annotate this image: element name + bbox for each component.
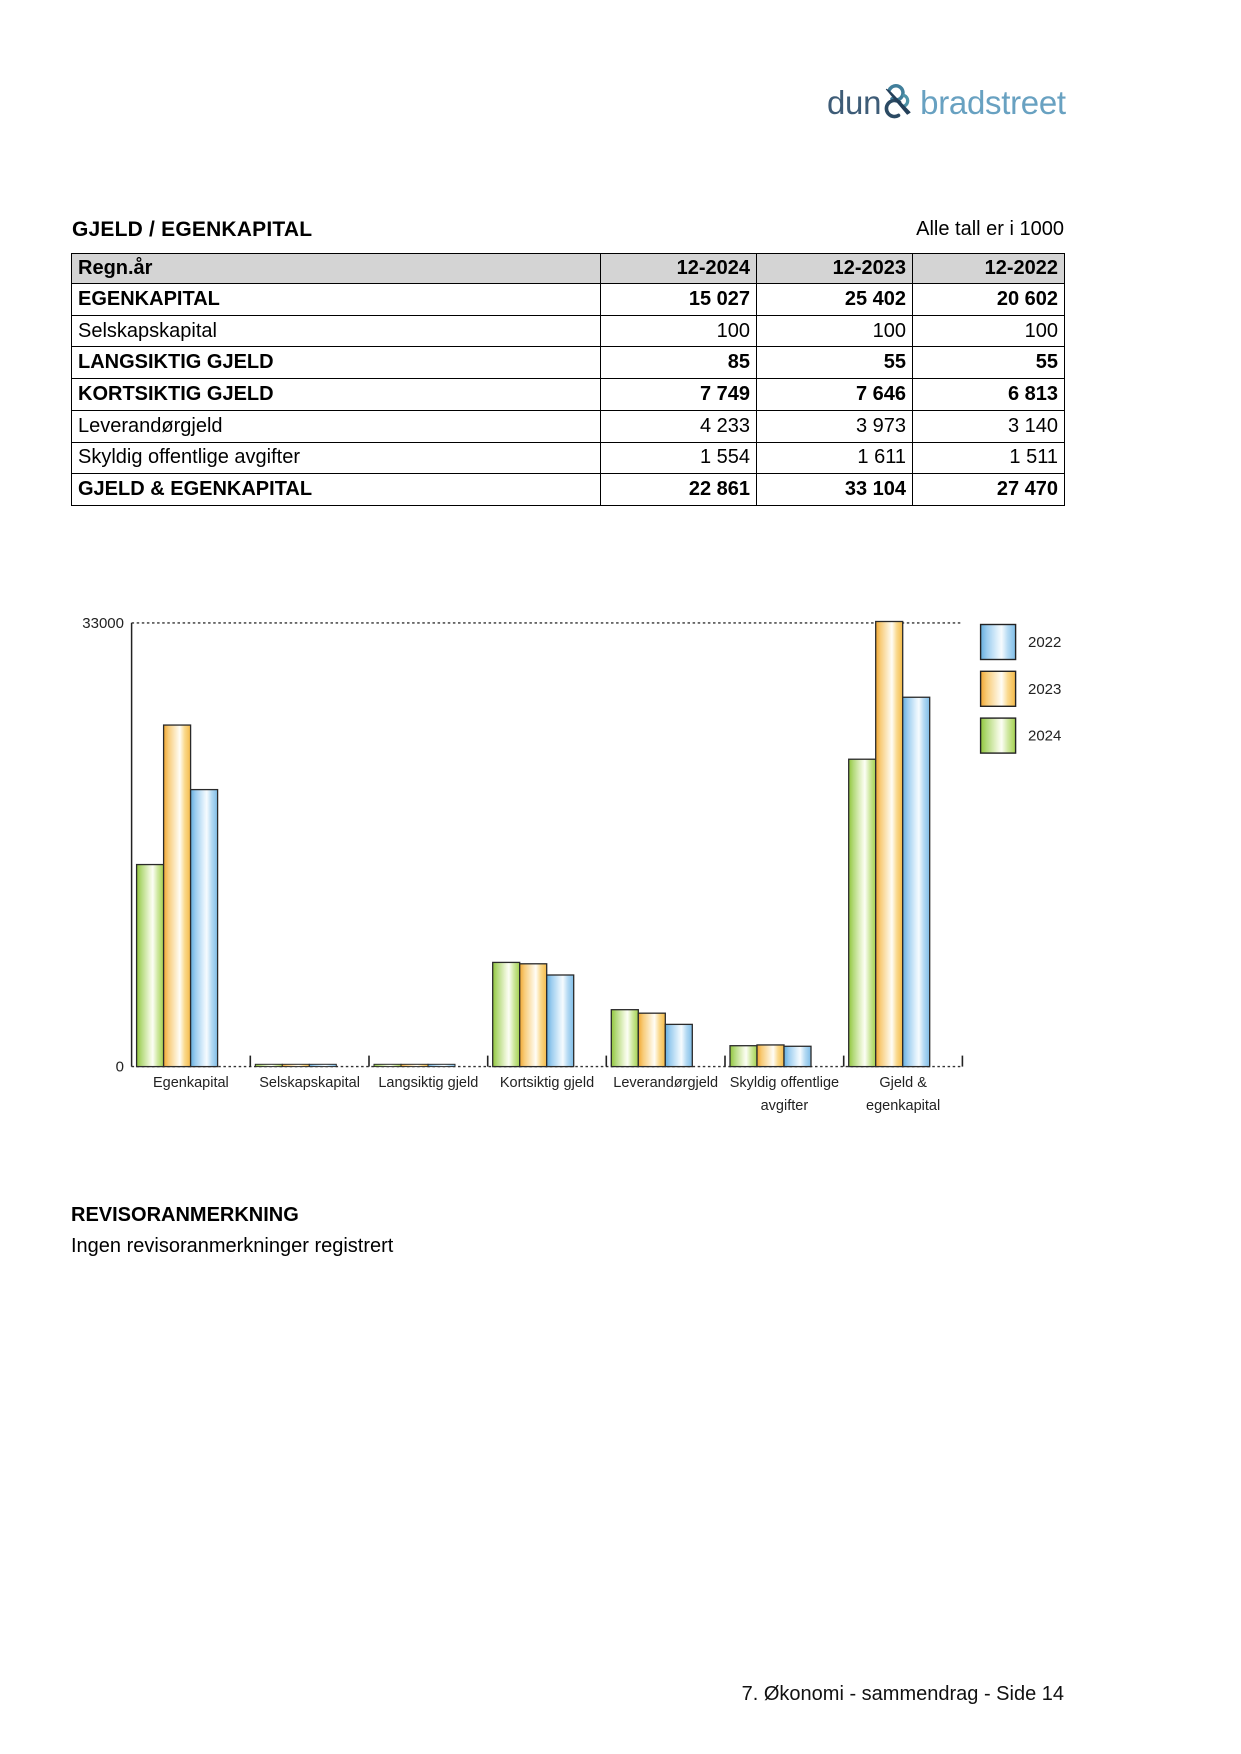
svg-text:2024: 2024 — [1028, 728, 1061, 745]
svg-text:33000: 33000 — [82, 615, 124, 632]
svg-text:egenkapital: egenkapital — [866, 1098, 940, 1114]
svg-text:Leverandørgjeld: Leverandørgjeld — [613, 1075, 718, 1091]
svg-text:2023: 2023 — [1028, 681, 1061, 698]
svg-text:Gjeld &: Gjeld & — [879, 1075, 927, 1091]
svg-text:avgifter: avgifter — [761, 1098, 809, 1114]
svg-text:Langsiktig gjeld: Langsiktig gjeld — [378, 1075, 478, 1091]
svg-text:Kortsiktig gjeld: Kortsiktig gjeld — [500, 1075, 594, 1091]
svg-text:Skyldig offentlige: Skyldig offentlige — [730, 1075, 839, 1091]
svg-text:2022: 2022 — [1028, 634, 1061, 651]
svg-text:Selskapskapital: Selskapskapital — [259, 1075, 360, 1091]
svg-text:Egenkapital: Egenkapital — [153, 1075, 229, 1091]
svg-text:0: 0 — [116, 1059, 124, 1076]
